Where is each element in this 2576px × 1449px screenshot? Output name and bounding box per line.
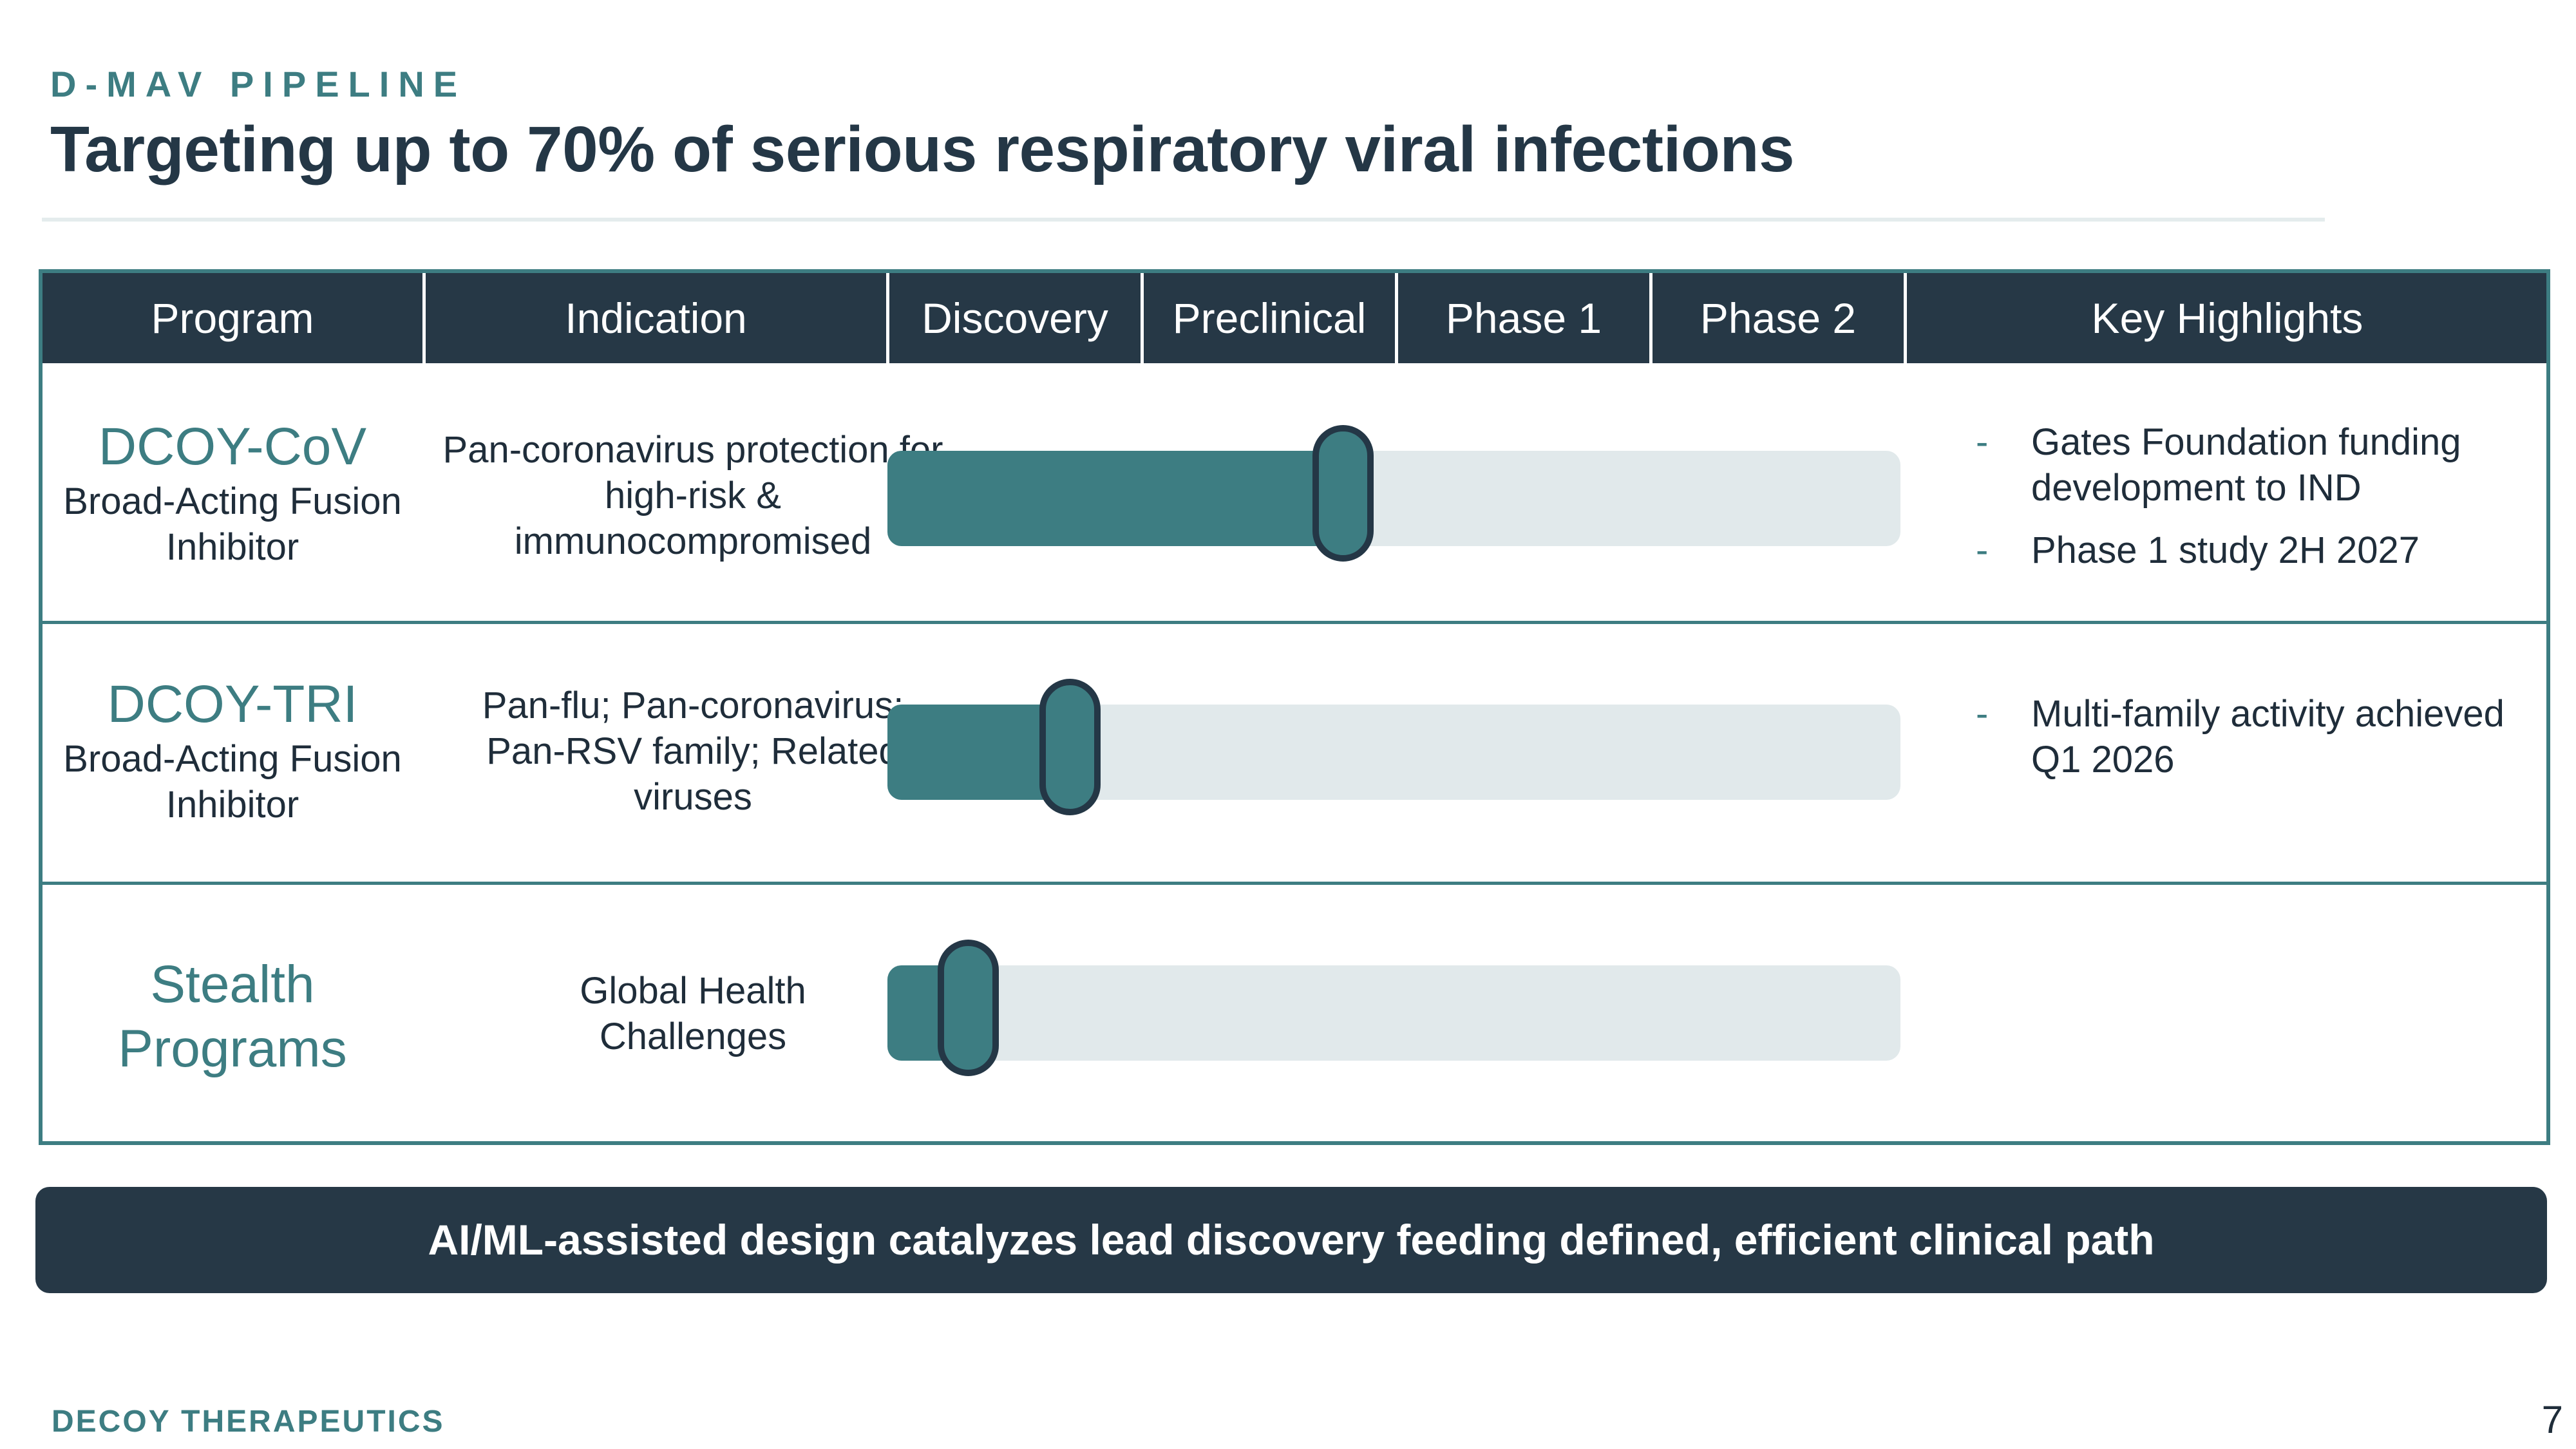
column-header-program: Program <box>151 294 314 342</box>
highlight-text: Phase 1 study 2H 2027 <box>2031 529 2420 571</box>
column-divider <box>886 273 889 363</box>
program-subtitle: Broad-Acting Fusion Inhibitor <box>63 738 402 826</box>
column-header-phase-1: Phase 1 <box>1445 294 1602 342</box>
indication-cell: Pan-flu; Pan-coronavirus; Pan-RSV family… <box>482 685 904 818</box>
program-name: DCOY-CoV <box>98 417 367 476</box>
indication-text: Global Health Challenges <box>580 970 806 1057</box>
column-header-discovery: Discovery <box>922 294 1108 342</box>
slide-title: Targeting up to 70% of serious respirato… <box>50 113 1795 185</box>
program-cell: DCOY-CoV Broad-Acting Fusion Inhibitor <box>43 415 422 571</box>
column-header-preclinical: Preclinical <box>1172 294 1367 342</box>
highlight-item: - Gates Foundation funding development to… <box>1949 420 2541 511</box>
progress-marker <box>1039 679 1101 815</box>
highlight-text: Gates Foundation funding development to … <box>2031 421 2461 509</box>
table-row-dcoy-tri: DCOY-TRI Broad-Acting Fusion Inhibitor P… <box>43 624 2546 882</box>
column-header-indication: Indication <box>565 294 747 342</box>
table-row-dcoy-cov: DCOY-CoV Broad-Acting Fusion Inhibitor P… <box>43 363 2546 621</box>
table-row-stealth: Stealth Programs Global Health Challenge… <box>43 885 2546 1141</box>
title-divider <box>42 218 2325 222</box>
column-divider <box>422 273 426 363</box>
column-divider <box>1904 273 1907 363</box>
program-cell: Stealth Programs <box>43 952 422 1081</box>
indication-cell: Global Health Challenges <box>442 969 944 1060</box>
highlight-text: Multi-family activity achieved Q1 2026 <box>2031 693 2505 781</box>
progress-marker <box>1312 425 1374 562</box>
progress-fill <box>887 451 1343 546</box>
company-footer: DECOY THERAPEUTICS <box>52 1405 445 1439</box>
progress-marker <box>938 940 999 1076</box>
progress-track <box>887 679 1900 815</box>
program-subtitle: Broad-Acting Fusion Inhibitor <box>63 480 402 568</box>
summary-banner: AI/ML-assisted design catalyzes lead dis… <box>35 1187 2547 1293</box>
bullet-dash: - <box>1976 421 1989 463</box>
section-eyebrow: D-MAV PIPELINE <box>50 64 467 104</box>
program-cell: DCOY-TRI Broad-Acting Fusion Inhibitor <box>43 672 422 828</box>
column-divider <box>1395 273 1398 363</box>
bullet-dash: - <box>1976 529 1989 571</box>
bullet-dash: - <box>1976 693 1989 735</box>
column-header-phase-2: Phase 2 <box>1700 294 1857 342</box>
column-divider <box>1649 273 1653 363</box>
highlight-item: - Multi-family activity achieved Q1 2026 <box>1949 692 2541 783</box>
table-header: Program Indication Discovery Preclinical… <box>43 273 2546 363</box>
row-divider <box>43 882 2546 885</box>
highlight-item: - Phase 1 study 2H 2027 <box>1949 528 2541 574</box>
indication-cell: Pan-coronavirus protection for high-risk… <box>442 429 943 562</box>
column-divider <box>1141 273 1144 363</box>
progress-track <box>887 940 1900 1076</box>
pipeline-table: Program Indication Discovery Preclinical… <box>39 269 2550 1145</box>
column-header-key-highlights: Key Highlights <box>2091 294 2363 342</box>
highlights-cell: - Gates Foundation funding development to… <box>1949 420 2541 573</box>
program-name: Stealth Programs <box>118 955 347 1079</box>
progress-track <box>887 425 1900 562</box>
row-divider <box>43 621 2546 624</box>
page-number: 7 <box>2541 1398 2563 1441</box>
program-name: DCOY-TRI <box>107 675 358 734</box>
highlights-cell: - Multi-family activity achieved Q1 2026 <box>1949 692 2541 783</box>
